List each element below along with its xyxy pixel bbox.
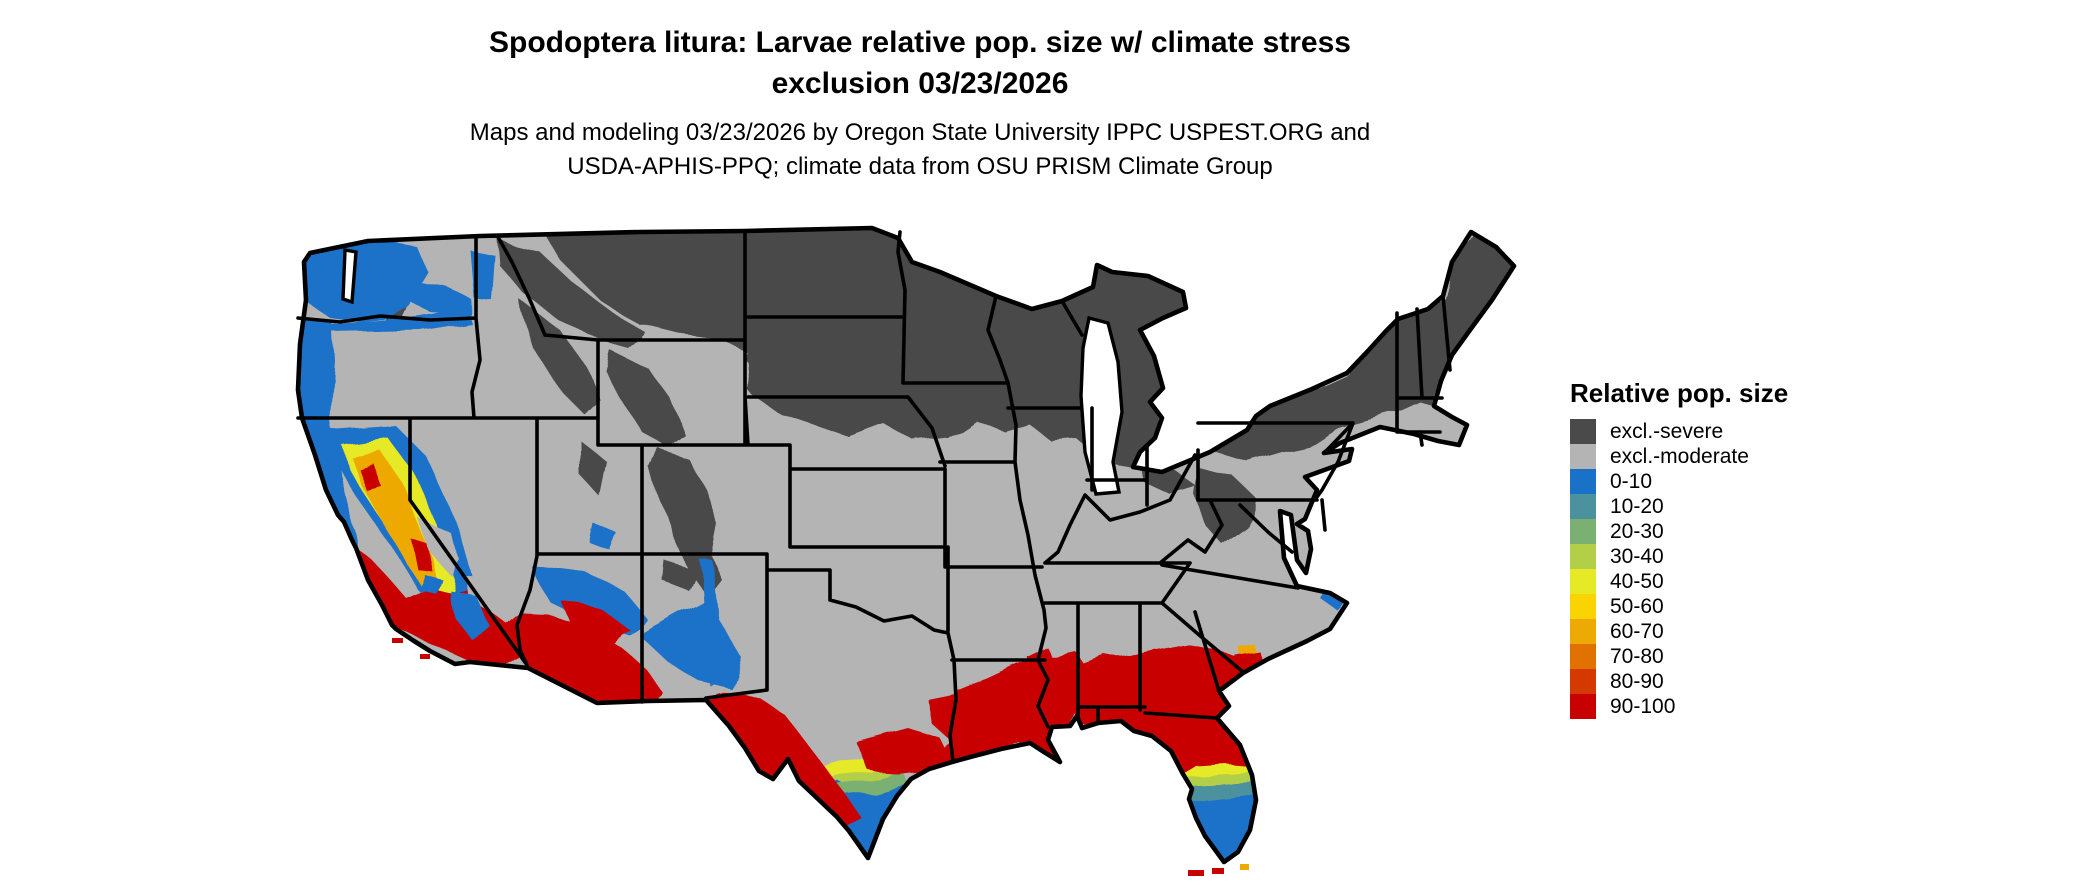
legend-item: 50-60	[1570, 594, 1870, 619]
legend-swatch	[1570, 544, 1596, 569]
legend-swatch	[1570, 569, 1596, 594]
legend-label: 50-60	[1610, 595, 1664, 618]
title-block: Spodoptera litura: Larvae relative pop. …	[0, 22, 1840, 184]
legend-label: 20-30	[1610, 520, 1664, 543]
legend-label: excl.-moderate	[1610, 445, 1749, 468]
region-red-central-texas-pocket	[856, 728, 950, 774]
map-title-line1: Spodoptera litura: Larvae relative pop. …	[489, 26, 1351, 59]
region-moderate-sierra	[420, 520, 460, 575]
subtitle-block: Maps and modeling 03/23/2026 by Oregon S…	[0, 116, 1840, 184]
legend-label: 0-10	[1610, 470, 1653, 493]
region-excl-severe-wyoming-mountains	[605, 350, 685, 448]
legend-item: 40-50	[1570, 569, 1870, 594]
region-blue-socal-mountains	[420, 575, 492, 640]
map-subtitle-line1: Maps and modeling 03/23/2026 by Oregon S…	[469, 119, 1371, 146]
legend-item: 20-30	[1570, 519, 1870, 544]
legend-swatch	[1570, 594, 1596, 619]
region-excl-severe-appalachians	[1194, 468, 1256, 544]
legend-swatch	[1570, 619, 1596, 644]
legend-swatch	[1570, 494, 1596, 519]
region-excl-severe-north-ohio	[1140, 468, 1196, 494]
legend-label: 10-20	[1610, 495, 1664, 518]
region-blue-arizona-rim	[530, 565, 648, 636]
region-excl-severe-idaho-mountains	[520, 300, 600, 415]
region-blue-pacific-coast-strip	[298, 322, 358, 550]
map-title-line2: exclusion 03/23/2026	[771, 67, 1069, 100]
legend-item: 30-40	[1570, 544, 1870, 569]
legend-item: excl.-moderate	[1570, 444, 1870, 469]
region-red-southern-arizona	[498, 600, 660, 703]
legend-label: 40-50	[1610, 570, 1664, 593]
region-excl-severe-black-hills	[742, 344, 770, 368]
legend-item: 90-100	[1570, 694, 1870, 719]
region-teal-central-florida	[1180, 782, 1255, 800]
region-excl-severe-utah-wasatch	[580, 440, 605, 495]
legend-label: 90-100	[1610, 695, 1676, 718]
legend-swatch	[1570, 469, 1596, 494]
legend-item: 70-80	[1570, 644, 1870, 669]
region-blue-colorado-spots	[590, 524, 618, 551]
region-red-southern-california	[352, 545, 530, 665]
legend-label: 80-90	[1610, 670, 1664, 693]
map-subtitle-line2: USDA-APHIS-PPQ; climate data from OSU PR…	[567, 153, 1273, 180]
legend-item: excl.-severe	[1570, 419, 1870, 444]
legend-swatch	[1570, 669, 1596, 694]
legend-swatch	[1570, 419, 1596, 444]
legend-label: 30-40	[1610, 545, 1664, 568]
legend-label: 70-80	[1610, 645, 1664, 668]
legend-title: Relative pop. size	[1570, 378, 1789, 408]
region-blue-east-washington	[405, 250, 495, 315]
legend-swatch	[1570, 519, 1596, 544]
region-moderate-mojave	[465, 575, 525, 622]
region-blue-south-florida	[1186, 788, 1256, 862]
legend-label: 60-70	[1610, 620, 1664, 643]
legend-item: 10-20	[1570, 494, 1870, 519]
legend-item: 80-90	[1570, 669, 1870, 694]
legend-item: 0-10	[1570, 469, 1870, 494]
legend-swatch	[1570, 444, 1596, 469]
legend-item: 60-70	[1570, 619, 1870, 644]
region-blue-rio-grande-valley	[700, 560, 726, 688]
florida-keys-and-islands	[392, 638, 1249, 876]
region-green-south-texas	[834, 770, 907, 796]
region-blue-west-washington	[303, 240, 428, 322]
region-blue-columbia-river	[316, 308, 470, 332]
region-excl-severe-northern-rockies	[498, 240, 645, 348]
legend: Relative pop. size excl.-severe excl.-mo…	[1570, 378, 1870, 719]
region-red-gulf-coast-southeast	[929, 646, 1256, 774]
legend-swatch	[1570, 644, 1596, 669]
region-red-valley-cores	[360, 465, 433, 572]
puget-sound	[341, 247, 358, 305]
legend-swatch	[1570, 694, 1596, 719]
legend-label: excl.-severe	[1610, 420, 1724, 443]
